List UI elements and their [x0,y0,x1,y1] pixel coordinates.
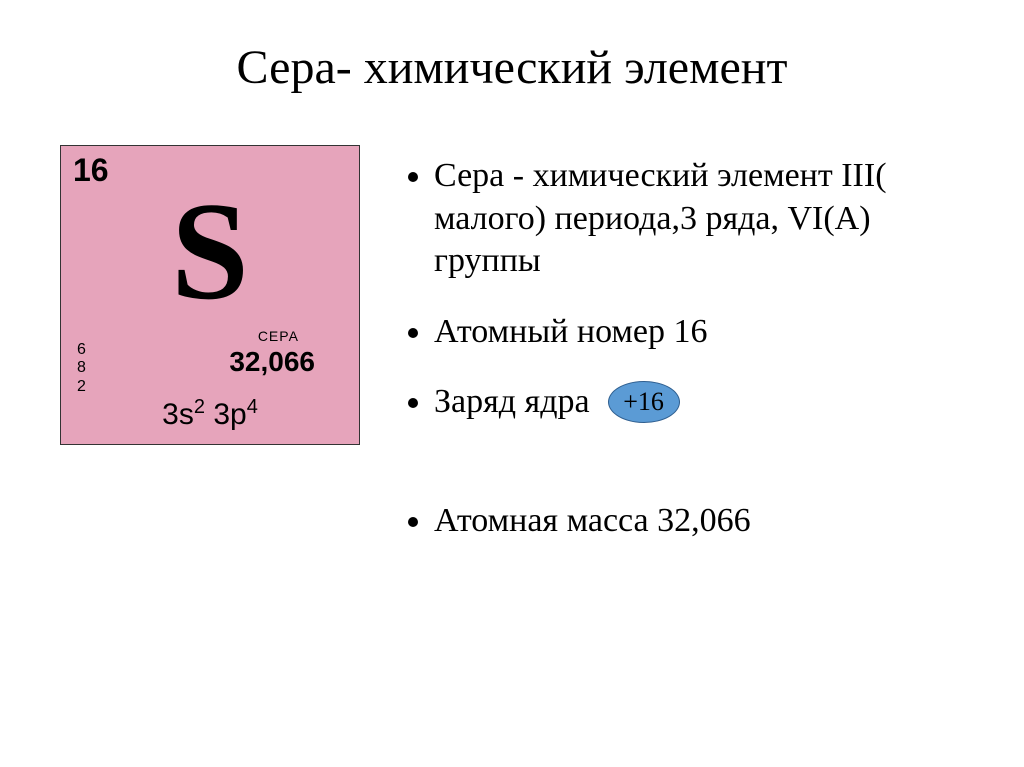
slide: Сера- химический элемент 16 S СЕРА 32,06… [0,0,1024,767]
content-row: 16 S СЕРА 32,066 6 8 2 3s2 3p4 Сера - хи… [50,145,974,570]
electron-shells: 6 8 2 [77,341,86,396]
nuclear-charge-value: +16 [623,386,664,419]
nuclear-charge-badge: +16 [608,381,680,423]
list-item: Сера - химический элемент III( малого) п… [434,155,964,283]
nuclear-charge-label: Заряд ядра [434,381,590,424]
electron-config: 3s2 3p4 [61,396,359,432]
element-tile-container: 16 S СЕРА 32,066 6 8 2 3s2 3p4 [60,145,360,445]
list-item: Атомный номер 16 [434,311,964,354]
shell-value: 2 [77,378,86,396]
spacer [434,452,964,472]
atomic-mass: 32,066 [229,346,315,378]
list-item: Заряд ядра +16 [434,381,964,424]
element-tile: 16 S СЕРА 32,066 6 8 2 3s2 3p4 [60,145,360,445]
shell-value: 6 [77,341,86,359]
element-symbol: S [61,182,359,322]
list-item: Атомная масса 32,066 [434,500,964,543]
element-name: СЕРА [258,328,299,344]
page-title: Сера- химический элемент [50,40,974,95]
bullet-list: Сера - химический элемент III( малого) п… [400,145,964,570]
shell-value: 8 [77,359,86,377]
